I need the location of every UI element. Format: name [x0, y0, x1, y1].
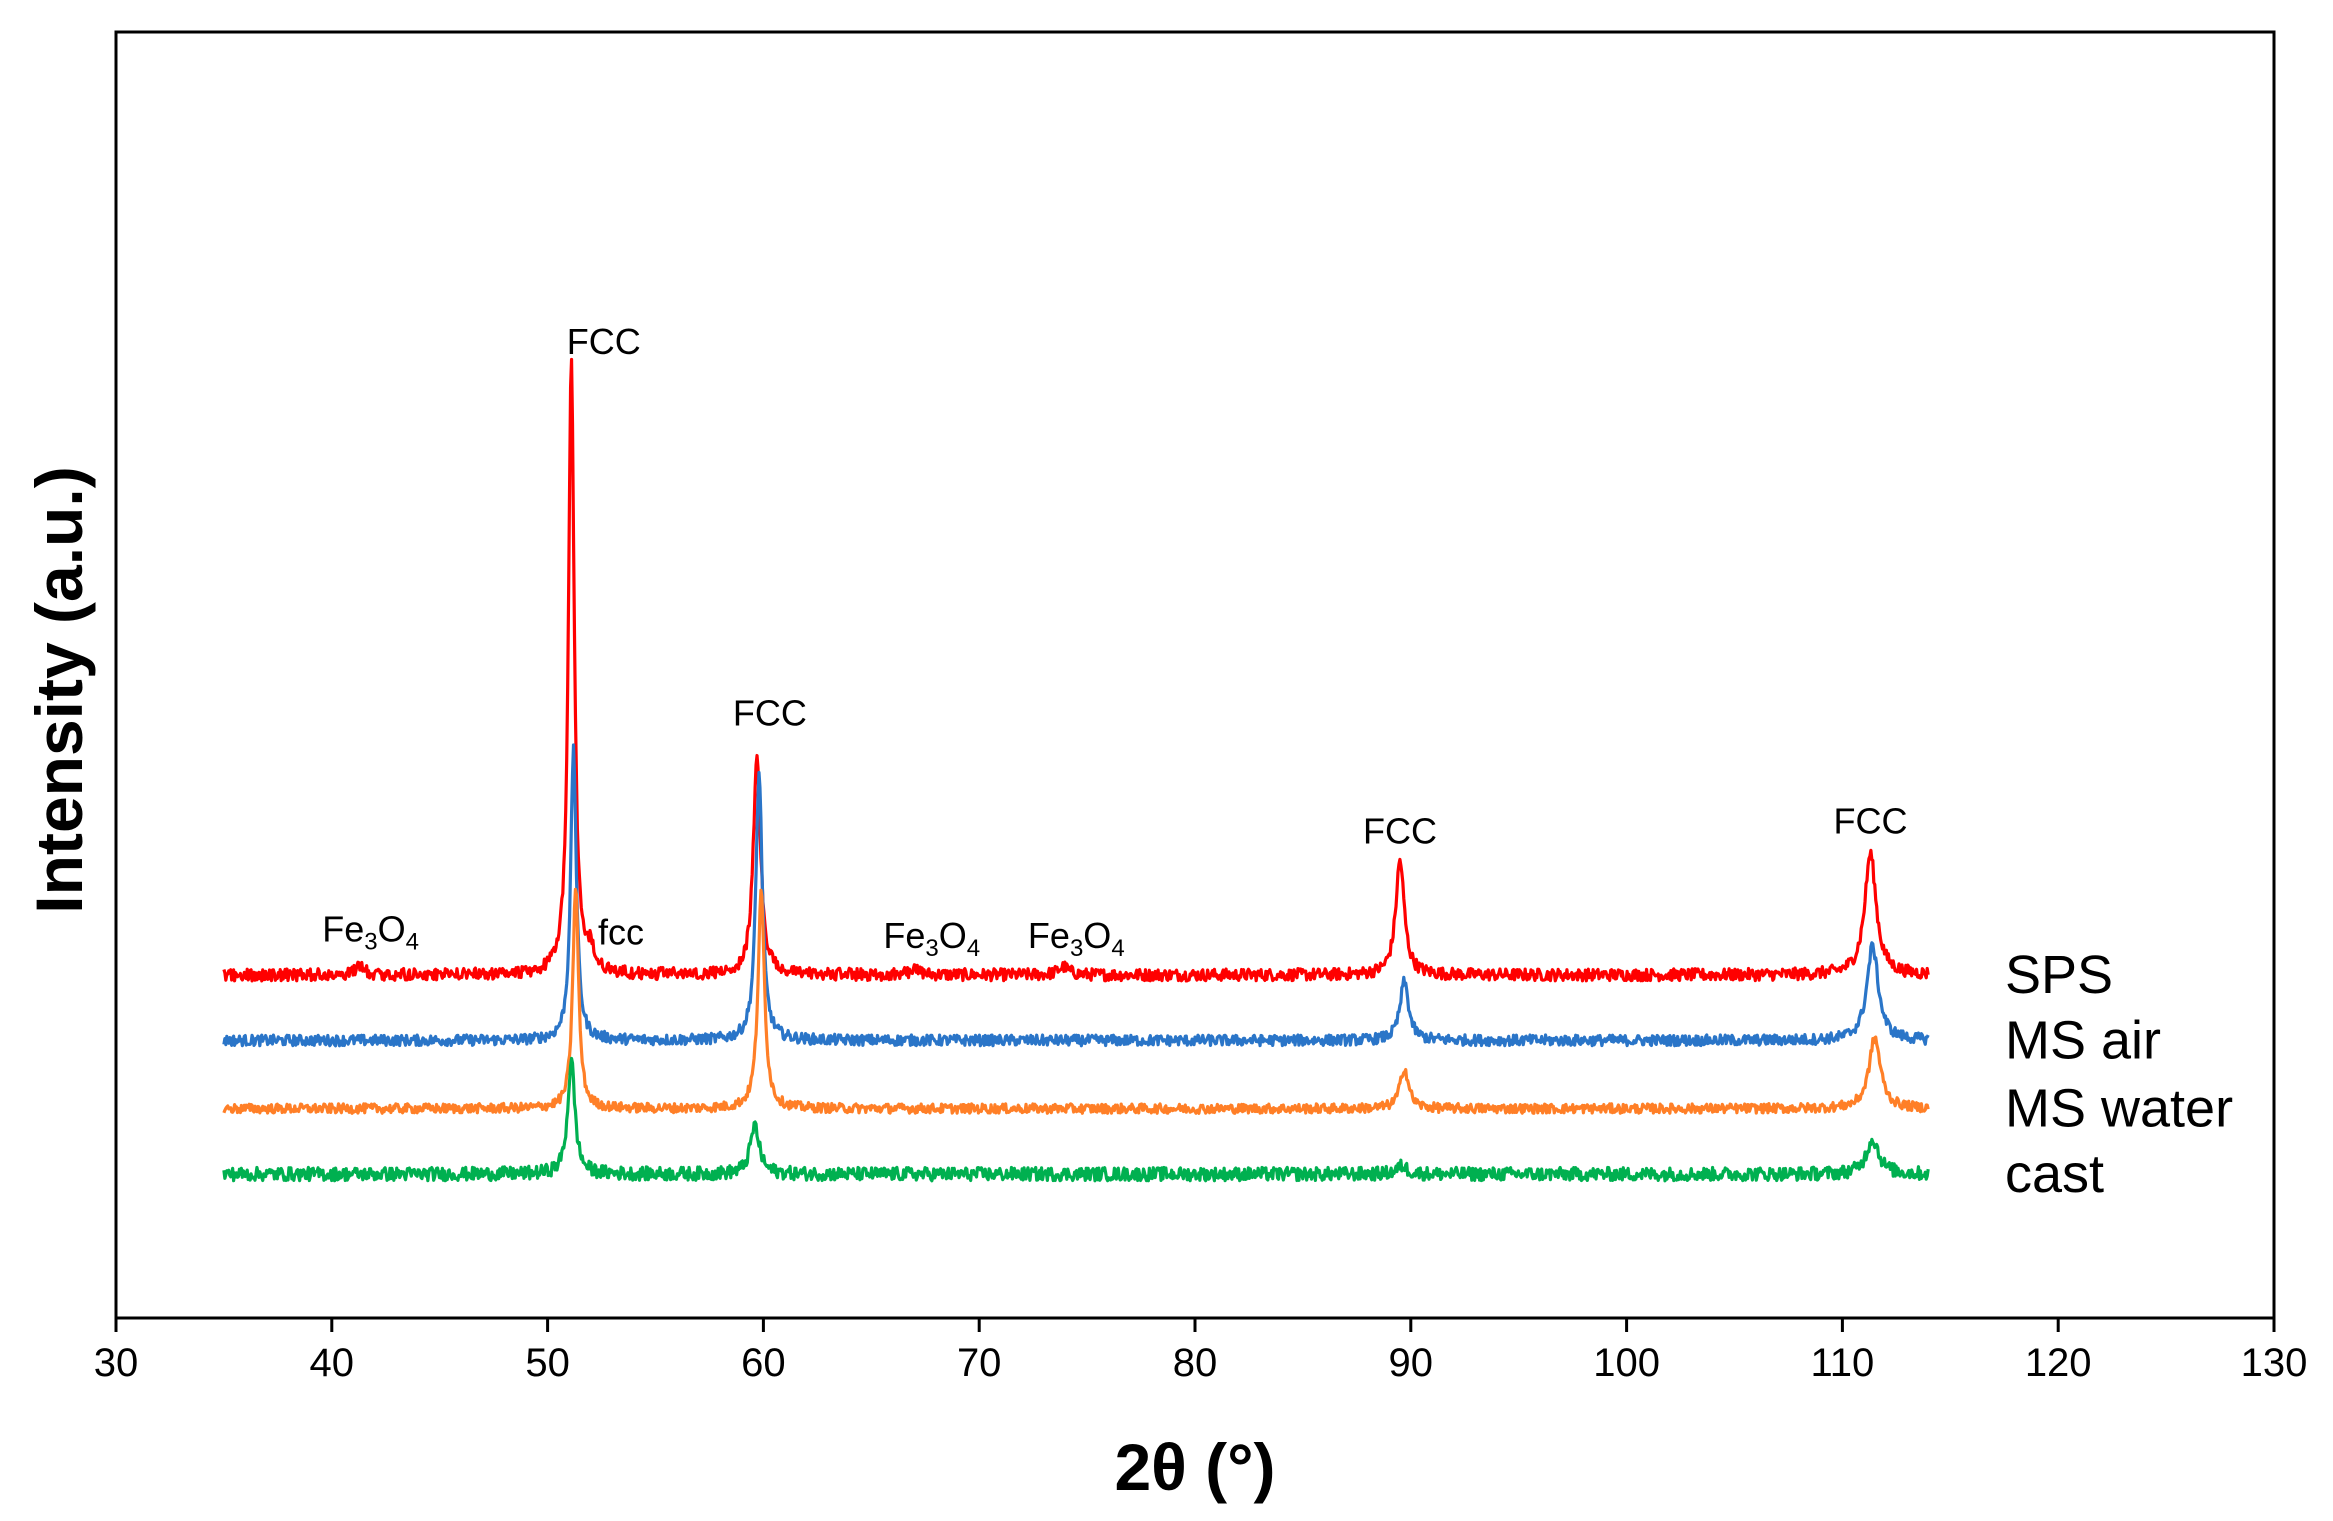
peak-annotations: FCC FCC FCC FCC fcc Fe3O4 Fe3O4 Fe3O4: [322, 321, 1907, 962]
x-tick-label: 90: [1389, 1341, 1434, 1385]
x-tick-label: 30: [94, 1341, 139, 1385]
x-axis-ticks: 30 40 50 60 70 80 90 100 110 120 130: [94, 1318, 2308, 1385]
x-tick-label: 110: [1811, 1341, 1875, 1385]
series-label: cast: [2005, 1144, 2104, 1204]
peak-annotation: Fe3O4: [1028, 915, 1125, 962]
series-label: SPS: [2005, 945, 2113, 1005]
peak-annotation: Fe3O4: [322, 908, 419, 955]
peak-annotation: FCC: [733, 692, 807, 733]
plot-area-frame: [114, 30, 2276, 1320]
x-tick-label: 100: [1593, 1341, 1660, 1385]
x-tick-label: 40: [310, 1341, 355, 1385]
x-tick-label: 130: [2241, 1341, 2308, 1385]
x-tick-label: 60: [741, 1341, 786, 1385]
peak-annotation: fcc: [598, 912, 644, 953]
x-tick-label: 50: [525, 1341, 570, 1385]
peak-annotation: FCC: [567, 321, 641, 362]
series-label: MS water: [2005, 1079, 2233, 1139]
peak-annotation: Fe3O4: [883, 915, 980, 962]
series-line-sps: [222, 357, 1930, 983]
series-group: [222, 357, 1930, 1183]
x-tick-label: 70: [957, 1341, 1002, 1385]
peak-annotation: FCC: [1833, 800, 1907, 841]
x-tick-label: 80: [1173, 1341, 1218, 1385]
series-label: MS air: [2005, 1010, 2161, 1070]
y-axis-title: Intensity (a.u.): [22, 466, 96, 913]
x-axis-title: 2θ (°): [1114, 1430, 1275, 1504]
series-line-ms-air: [222, 743, 1930, 1048]
peak-annotation: FCC: [1363, 810, 1437, 851]
series-line-ms-water: [222, 887, 1930, 1115]
x-tick-label: 120: [2025, 1341, 2092, 1385]
series-line-cast: [222, 1056, 1930, 1183]
